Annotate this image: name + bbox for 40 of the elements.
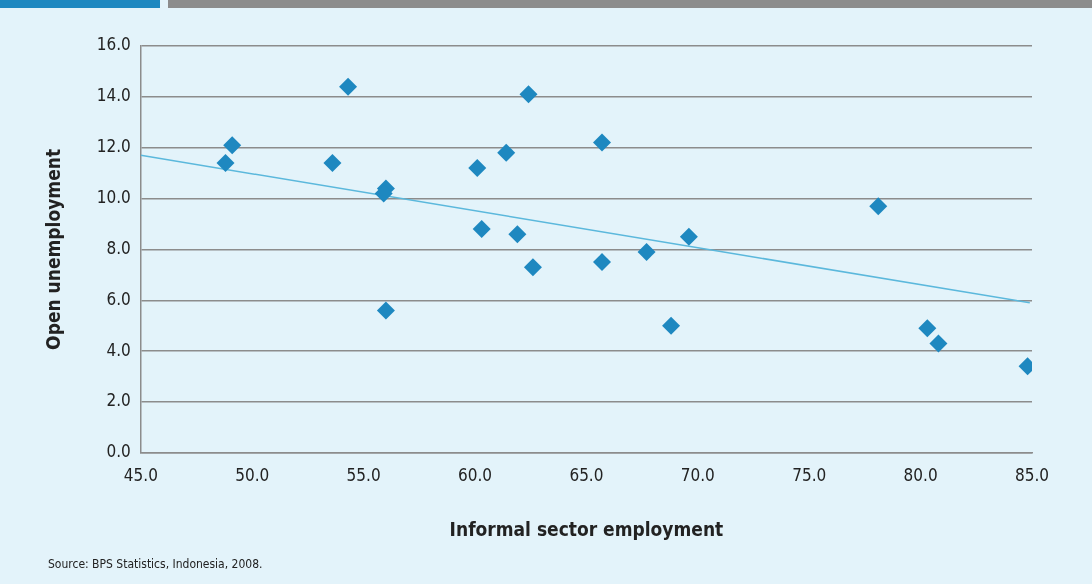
y-tick-label: 8.0 <box>106 237 131 258</box>
point <box>223 136 242 155</box>
point <box>679 227 698 246</box>
point <box>468 159 487 178</box>
point <box>637 242 656 261</box>
x-tick-label: 45.0 <box>123 465 158 486</box>
point <box>869 197 888 216</box>
point <box>508 225 527 244</box>
y-tick-label: 16.0 <box>96 34 131 55</box>
y-tick-label: 10.0 <box>96 186 131 207</box>
x-tick-label: 75.0 <box>792 465 827 486</box>
point <box>918 319 937 338</box>
x-axis-title: Informal sector employment <box>449 517 724 540</box>
y-tick-label: 0.0 <box>106 441 131 462</box>
x-tick-label: 55.0 <box>346 465 381 486</box>
point <box>593 253 612 272</box>
point <box>497 143 516 162</box>
y-tick-label: 12.0 <box>96 136 131 157</box>
point <box>323 153 342 172</box>
x-tick-label: 60.0 <box>458 465 493 486</box>
x-tick-label: 70.0 <box>680 465 715 486</box>
source-note: Source: BPS Statistics, Indonesia, 2008. <box>48 557 263 571</box>
point <box>523 258 542 277</box>
x-tick-label: 50.0 <box>235 465 270 486</box>
point <box>929 334 948 353</box>
point <box>376 301 395 320</box>
x-tick-label: 80.0 <box>903 465 938 486</box>
y-axis-title: Open unemployment <box>42 148 65 350</box>
point <box>216 153 235 172</box>
point <box>472 220 491 239</box>
point <box>593 133 612 152</box>
point <box>339 77 358 96</box>
point <box>519 85 538 104</box>
y-tick-label: 4.0 <box>106 339 131 360</box>
point <box>662 316 681 335</box>
y-tick-label: 2.0 <box>106 390 131 411</box>
x-tick-label: 85.0 <box>1014 465 1050 486</box>
y-tick-label: 14.0 <box>96 85 131 106</box>
x-tick-label: 65.0 <box>569 465 604 486</box>
y-tick-label: 6.0 <box>106 288 131 309</box>
